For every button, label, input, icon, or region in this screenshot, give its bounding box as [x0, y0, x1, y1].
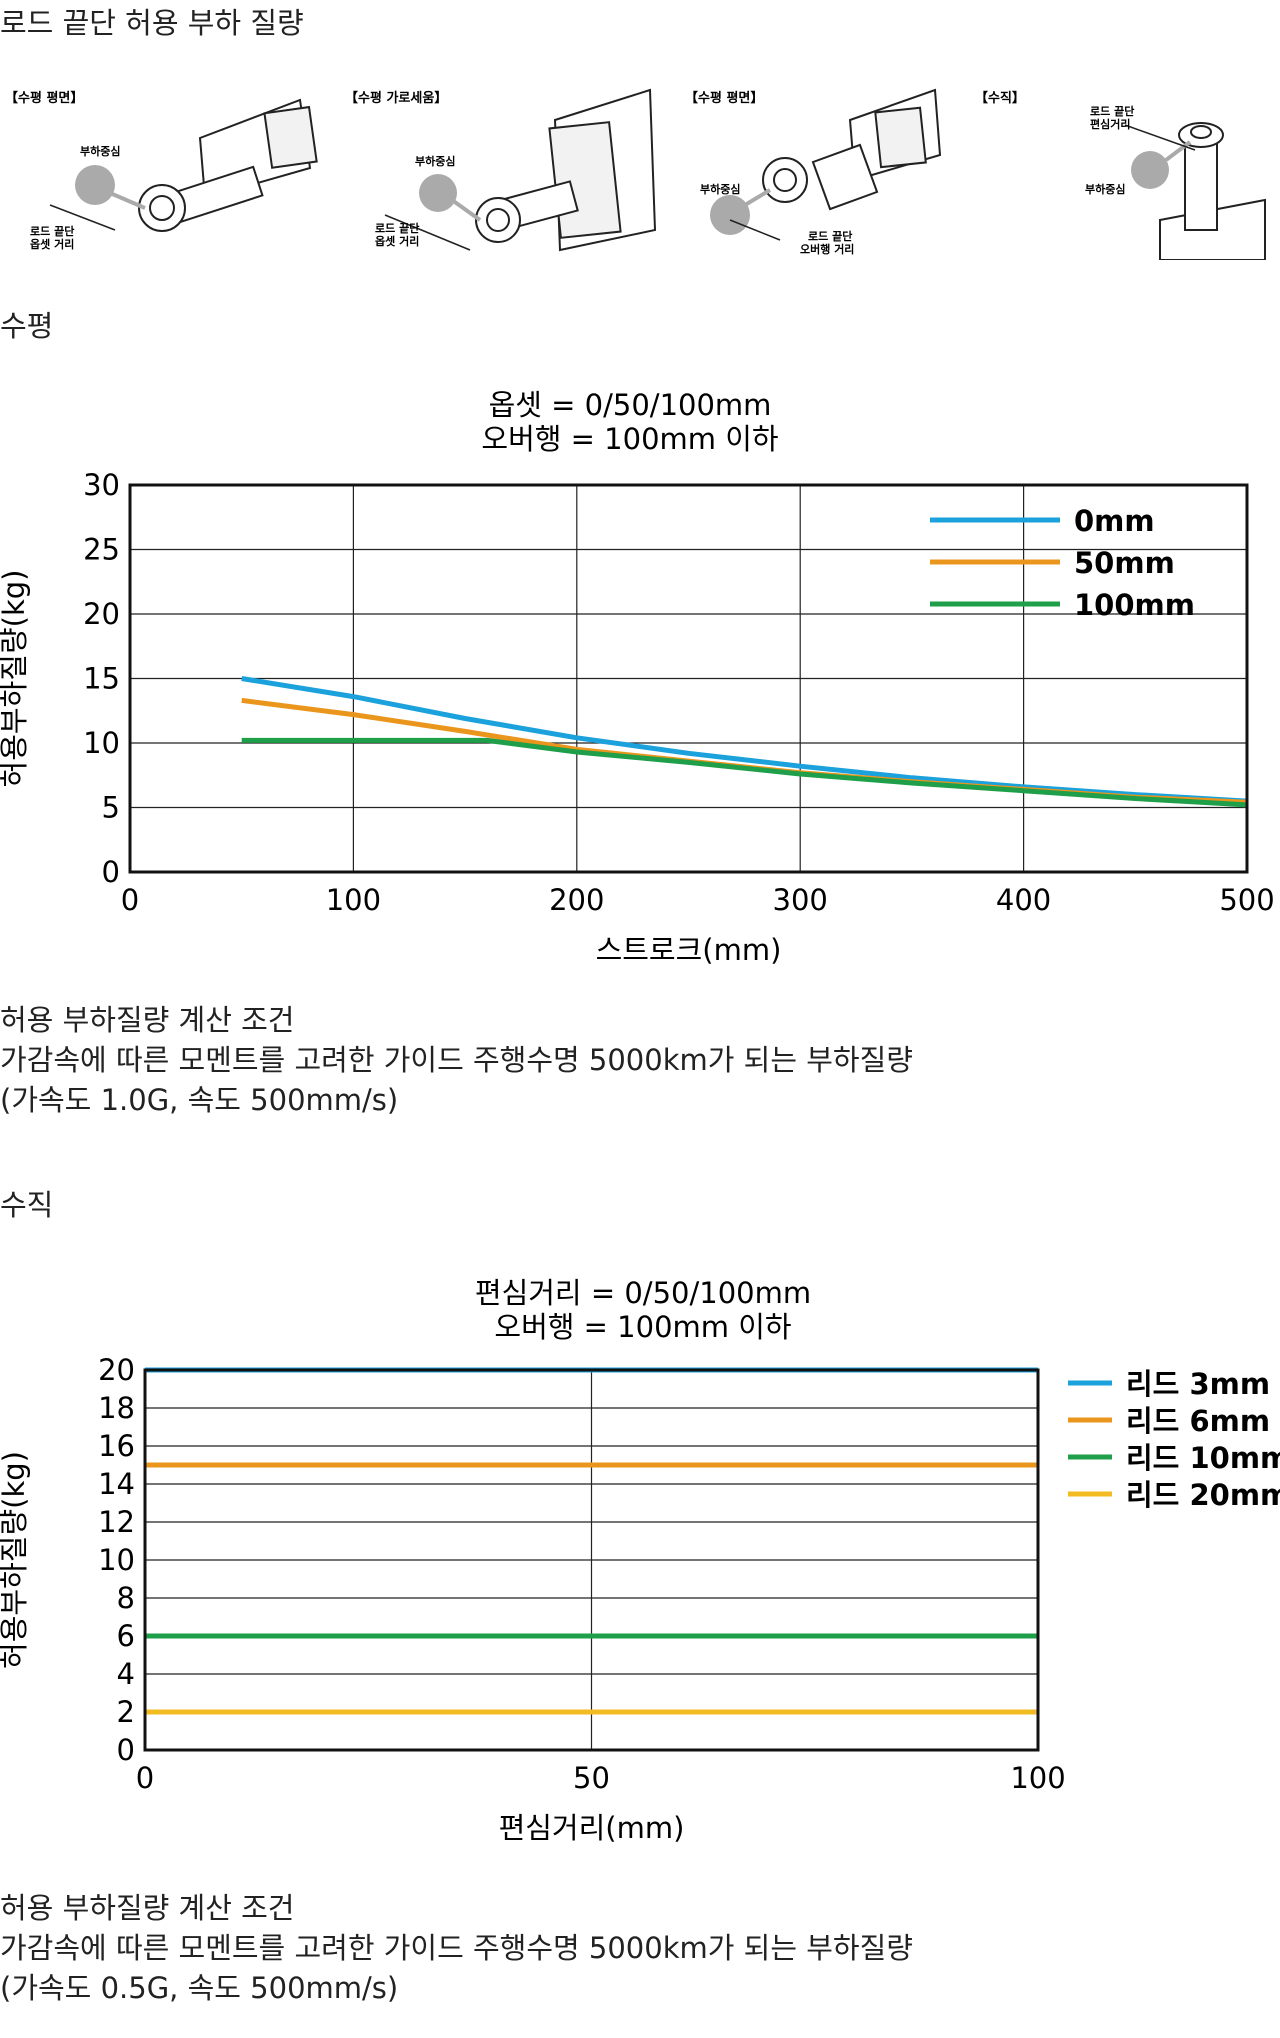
- legend-label: 리드 10mm: [1126, 1441, 1280, 1475]
- legend-label: 리드 6mm: [1126, 1404, 1270, 1438]
- diagram-label: 【수평 가로세움】: [345, 90, 447, 106]
- diagram-horizontal-overhang: 【수평 평면】 부하중심 로드 끝단 오버행 거리: [685, 88, 942, 256]
- series-line: [241, 676, 1248, 804]
- chart-title-line: 옵셋 = 0/50/100mm: [489, 388, 772, 422]
- plot-frame: [128, 483, 1249, 874]
- diagram-label: 【수평 평면】: [685, 90, 763, 106]
- x-tick-label: 100: [1010, 1761, 1065, 1795]
- load-center-label: 부하중심: [1085, 182, 1125, 196]
- load-center-label: 부하중심: [415, 154, 455, 168]
- y-axis-label: 허용부하질량(kg): [0, 1451, 31, 1669]
- x-axis-label: 스트로크(mm): [596, 933, 782, 967]
- dim-label-2: 옵셋 거리: [30, 237, 74, 251]
- y-tick-label: 6: [117, 1619, 135, 1653]
- legend-label: 0mm: [1074, 504, 1155, 538]
- series-line: [241, 737, 1248, 808]
- diagram-label: 【수평 평면】: [5, 90, 83, 106]
- dim-label-2: 옵셋 거리: [375, 234, 419, 248]
- condition-line: 가감속에 따른 모멘트를 고려한 가이드 주행수명 5000km가 되는 부하질…: [0, 1043, 913, 1077]
- chart-title-line: 편심거리 = 0/50/100mm: [475, 1276, 811, 1310]
- condition-line: 가감속에 따른 모멘트를 고려한 가이드 주행수명 5000km가 되는 부하질…: [0, 1931, 913, 1965]
- diagram-horizontal-side: 【수평 가로세움】 부하중심 로드 끝단 옵셋 거리: [345, 88, 657, 252]
- x-tick-label: 0: [136, 1761, 154, 1795]
- y-tick-label: 20: [98, 1353, 135, 1387]
- x-tick-label: 50: [573, 1761, 610, 1795]
- x-tick-label: 400: [996, 883, 1051, 917]
- condition-block-vertical: 허용 부하질량 계산 조건 가감속에 따른 모멘트를 고려한 가이드 주행수명 …: [0, 1888, 913, 2008]
- condition-line: (가속도 1.0G, 속도 500mm/s): [0, 1083, 399, 1117]
- y-tick-label: 2: [117, 1695, 135, 1729]
- y-tick-label: 12: [98, 1505, 135, 1539]
- x-tick-label: 500: [1219, 883, 1274, 917]
- x-tick-label: 0: [121, 883, 139, 917]
- dim-label-2: 오버행 거리: [800, 242, 854, 256]
- page-title: 로드 끝단 허용 부하 질량: [0, 6, 304, 40]
- chart-title-line: 오버행 = 100mm 이하: [481, 422, 778, 456]
- y-tick-label: 30: [83, 468, 120, 502]
- x-tick-label: 200: [549, 883, 604, 917]
- condition-block-horizontal: 허용 부하질량 계산 조건 가감속에 따른 모멘트를 고려한 가이드 주행수명 …: [0, 1000, 913, 1120]
- legend-label: 리드 20mm: [1126, 1478, 1280, 1512]
- dim-label-1: 로드 끝단: [375, 221, 419, 235]
- plot-frame: [143, 1368, 1040, 1752]
- dim-label-2: 편심거리: [1090, 117, 1130, 131]
- y-tick-label: 15: [83, 662, 120, 696]
- y-tick-label: 4: [117, 1657, 135, 1691]
- condition-line: (가속도 0.5G, 속도 500mm/s): [0, 1971, 399, 2005]
- x-axis-label: 편심거리(mm): [499, 1811, 685, 1845]
- y-tick-label: 18: [98, 1391, 135, 1425]
- load-center-label: 부하중심: [80, 144, 120, 158]
- y-tick-label: 20: [83, 597, 120, 631]
- diagram-vertical: 【수직】 로드 끝단 편심거리 부하중심: [975, 90, 1266, 260]
- y-tick-label: 0: [117, 1733, 135, 1767]
- y-tick-label: 0: [102, 855, 120, 889]
- dim-label-1: 로드 끝단: [808, 229, 852, 243]
- dim-label-1: 로드 끝단: [30, 224, 74, 238]
- y-tick-label: 25: [83, 533, 120, 567]
- y-tick-label: 14: [98, 1467, 135, 1501]
- chart-title-line: 오버행 = 100mm 이하: [494, 1310, 791, 1344]
- diagram-label: 【수직】: [975, 90, 1025, 106]
- legend-label: 100mm: [1074, 588, 1195, 622]
- y-tick-label: 10: [83, 726, 120, 760]
- condition-title: 허용 부하질량 계산 조건: [0, 1003, 295, 1037]
- y-tick-label: 8: [117, 1581, 135, 1615]
- condition-title: 허용 부하질량 계산 조건: [0, 1891, 295, 1925]
- y-tick-label: 16: [98, 1429, 135, 1463]
- y-tick-label: 5: [102, 791, 120, 825]
- y-axis-label: 허용부하질량(kg): [0, 570, 31, 788]
- diagram-horizontal-flat: 【수평 평면】 부하중심 로드 끝단 옵셋 거리: [5, 90, 318, 251]
- section-heading-horizontal: 수평: [0, 309, 54, 343]
- mounting-diagrams: 【수평 평면】 부하중심 로드 끝단 옵셋 거리 【수평 가로세움】 부하중심 …: [5, 88, 1266, 260]
- section-heading-vertical: 수직: [0, 1188, 54, 1222]
- x-tick-label: 100: [326, 883, 381, 917]
- dim-label-1: 로드 끝단: [1090, 104, 1134, 118]
- series-line: [241, 697, 1248, 805]
- legend-label: 리드 3mm: [1126, 1367, 1270, 1401]
- load-center-label: 부하중심: [700, 182, 740, 196]
- legend-label: 50mm: [1074, 546, 1175, 580]
- x-tick-label: 300: [773, 883, 828, 917]
- y-tick-label: 10: [98, 1543, 135, 1577]
